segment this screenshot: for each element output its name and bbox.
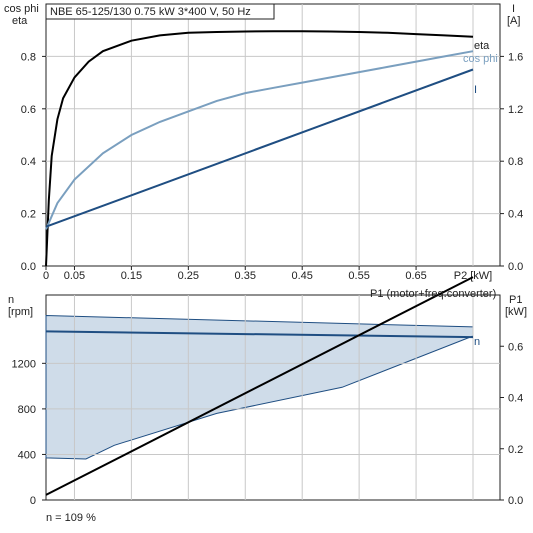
current-ytick-label-right: 1.6 xyxy=(508,51,523,63)
speed-ytick-label-left: 0 xyxy=(30,495,36,507)
efficiency-xaxis-label: P2 [kW] xyxy=(454,270,493,282)
right-axis-label-current: I xyxy=(512,3,515,15)
left-axis-label-speed-unit: [rpm] xyxy=(8,306,33,318)
efficiency-ytick-label-left: 0.8 xyxy=(21,51,36,63)
efficiency-ytick-label-left: 0.4 xyxy=(21,156,36,168)
power-ytick-label-right: 0.0 xyxy=(508,495,523,507)
efficiency-xtick-label: 0 xyxy=(43,270,49,282)
efficiency-grid xyxy=(46,4,500,266)
efficiency-xtick-label: 0.05 xyxy=(64,270,85,282)
series-label-speed: n xyxy=(474,336,480,348)
efficiency-xtick-label: 0.65 xyxy=(405,270,426,282)
efficiency-xtick-label: 0.45 xyxy=(291,270,312,282)
efficiency-xtick-label: 0.25 xyxy=(178,270,199,282)
series-line-i xyxy=(45,68,474,228)
chart-header-title: NBE 65-125/130 0.75 kW 3*400 V, 50 Hz xyxy=(50,6,251,18)
current-ytick-label-right: 0.4 xyxy=(508,209,523,221)
right-axis-label-current-unit: [A] xyxy=(507,15,520,27)
series-line-cos-phi xyxy=(45,50,474,230)
left-axis-label-eta: eta xyxy=(12,15,28,27)
efficiency-xtick-label: 0.35 xyxy=(235,270,256,282)
series-line-speed xyxy=(45,330,474,339)
speed-series-group xyxy=(45,276,474,496)
speed-ytick-label-left: 1200 xyxy=(12,358,36,370)
efficiency-ytick-label-left: 0.6 xyxy=(21,104,36,116)
speed-grid xyxy=(46,295,500,500)
current-ytick-label-right: 0.0 xyxy=(508,261,523,273)
chart-header-box xyxy=(45,3,275,20)
series-label-p1: P1 (motor+freq.converter) xyxy=(370,288,496,300)
right-axis-label-power-unit: [kW] xyxy=(505,306,527,318)
efficiency-ticks: 0 0.05 0.15 0.25 0.35 0.45 0.55 0.65 P2 [kW] 0.0 0… xyxy=(21,51,524,282)
speed-ytick-label-left: 800 xyxy=(18,404,36,416)
efficiency-series-group xyxy=(45,30,474,267)
efficiency-xtick-label: 0.55 xyxy=(348,270,369,282)
efficiency-ytick-label-left: 0.2 xyxy=(21,209,36,221)
efficiency-chart: 0 0.05 0.15 0.25 0.35 0.45 0.55 0.65 P2 [kW] 0.0 0… xyxy=(4,3,523,282)
speed-ytick-label-left: 400 xyxy=(18,449,36,461)
power-ytick-label-right: 0.6 xyxy=(508,341,523,353)
current-ytick-label-right: 1.2 xyxy=(508,104,523,116)
efficiency-ytick-label-left: 0.0 xyxy=(21,261,36,273)
series-label-current: I xyxy=(474,84,477,96)
speed-footnote: n = 109 % xyxy=(46,512,96,524)
left-axis-label-speed: n xyxy=(8,294,14,306)
series-label-eta: eta xyxy=(474,40,490,52)
series-line-eta xyxy=(45,30,474,267)
speed-ticks: 0 400 800 1200 0.0 0.2 0.4 0.6 xyxy=(12,341,524,507)
right-axis-label-power: P1 xyxy=(509,294,522,306)
left-axis-label-cosphi: cos phi xyxy=(4,3,39,15)
series-line-p1-power xyxy=(45,276,474,496)
power-ytick-label-right: 0.2 xyxy=(508,444,523,456)
series-label-cosphi: cos phi xyxy=(463,53,498,65)
efficiency-plot-frame xyxy=(45,3,501,267)
power-ytick-label-right: 0.4 xyxy=(508,393,523,405)
current-ytick-label-right: 0.8 xyxy=(508,156,523,168)
efficiency-xtick-label: 0.15 xyxy=(121,270,142,282)
